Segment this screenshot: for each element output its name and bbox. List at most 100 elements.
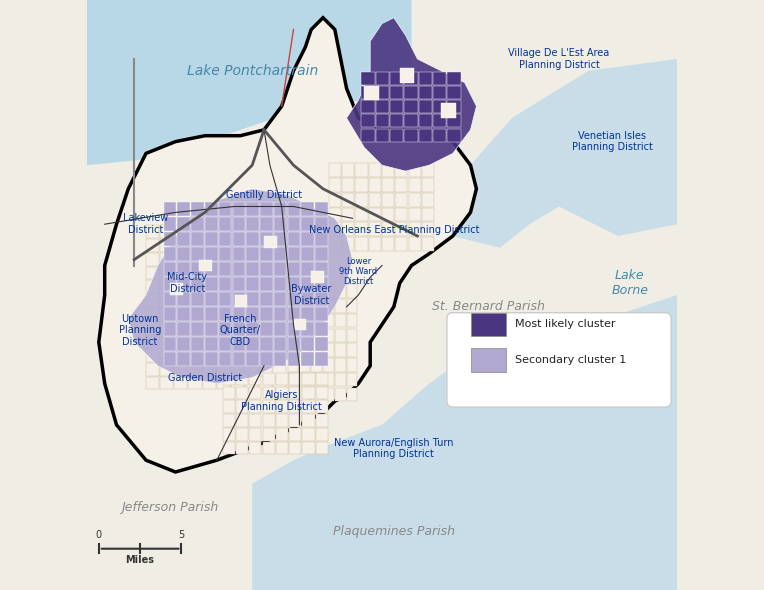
Bar [191,262,204,276]
Bar [205,202,218,215]
Bar [471,348,506,372]
Bar [232,217,245,231]
Polygon shape [252,295,677,590]
Bar [323,358,334,372]
Bar [160,294,173,307]
Bar [335,284,345,298]
Bar [205,217,218,231]
Bar [259,294,272,307]
Bar [160,280,173,293]
Bar [177,352,190,366]
Bar [245,225,258,238]
Bar [274,363,286,376]
Bar [189,308,202,320]
Bar [301,322,314,336]
Bar [342,163,354,177]
Bar [369,178,381,192]
Bar [174,308,187,320]
Bar [382,237,394,251]
Bar [246,232,259,245]
Bar [276,386,288,399]
Bar [160,267,173,279]
Bar [342,208,354,221]
Bar [433,114,446,127]
Bar [301,277,314,291]
Bar [189,363,202,376]
Text: Plaquemines Parish: Plaquemines Parish [333,525,455,537]
Bar [315,352,328,366]
Bar [342,193,354,206]
Bar [287,322,300,336]
Bar [177,292,190,306]
Bar [323,314,334,327]
Bar [274,217,286,231]
Text: New Orleans East Planning District: New Orleans East Planning District [309,225,479,235]
Bar [160,225,173,238]
Bar [303,428,315,441]
Bar [347,284,358,298]
Bar [259,267,272,279]
Bar [400,68,414,83]
Bar [160,322,173,335]
Bar [231,349,244,362]
Bar [177,307,190,321]
Bar [174,336,187,348]
Bar [382,193,394,206]
Bar [231,253,244,266]
Bar [174,225,187,238]
Bar [376,100,389,113]
Bar [342,178,354,192]
Bar [289,401,301,413]
Bar [311,284,322,298]
Bar [422,178,434,192]
Bar [274,322,286,336]
Bar [236,373,248,385]
Bar [259,253,272,266]
Bar [355,178,367,192]
Bar [232,292,245,306]
Bar [249,428,261,441]
Bar [146,363,159,376]
Bar [303,401,315,413]
Bar [249,442,261,454]
Polygon shape [99,18,477,472]
Bar [174,294,187,307]
Bar [329,222,341,236]
Bar [355,193,367,206]
Bar [245,308,258,320]
Bar [315,307,328,321]
Bar [189,225,202,238]
Bar [274,225,286,238]
Bar [189,322,202,335]
Bar [274,349,286,362]
Bar [409,193,421,206]
Bar [347,388,358,401]
Bar [422,193,434,206]
Polygon shape [441,59,677,248]
Polygon shape [347,18,477,171]
Bar [263,373,275,385]
Bar [395,178,407,192]
Bar [276,401,288,413]
Bar [274,377,286,389]
Bar [189,377,202,389]
Bar [160,308,173,320]
Bar [219,202,231,215]
Bar [315,217,328,231]
Bar [219,247,231,261]
Bar [217,280,230,293]
Bar [263,428,275,441]
Text: Jefferson Parish: Jefferson Parish [121,501,219,514]
Bar [146,336,159,348]
Bar [189,280,202,293]
Bar [409,178,421,192]
Polygon shape [128,189,352,384]
Text: New Aurora/English Turn
Planning District: New Aurora/English Turn Planning Distric… [334,438,454,459]
Bar [323,373,334,386]
Bar [217,377,230,389]
Bar [433,86,446,99]
Bar [335,373,345,386]
Bar [174,280,187,293]
Bar [276,442,288,454]
Bar [191,202,204,215]
